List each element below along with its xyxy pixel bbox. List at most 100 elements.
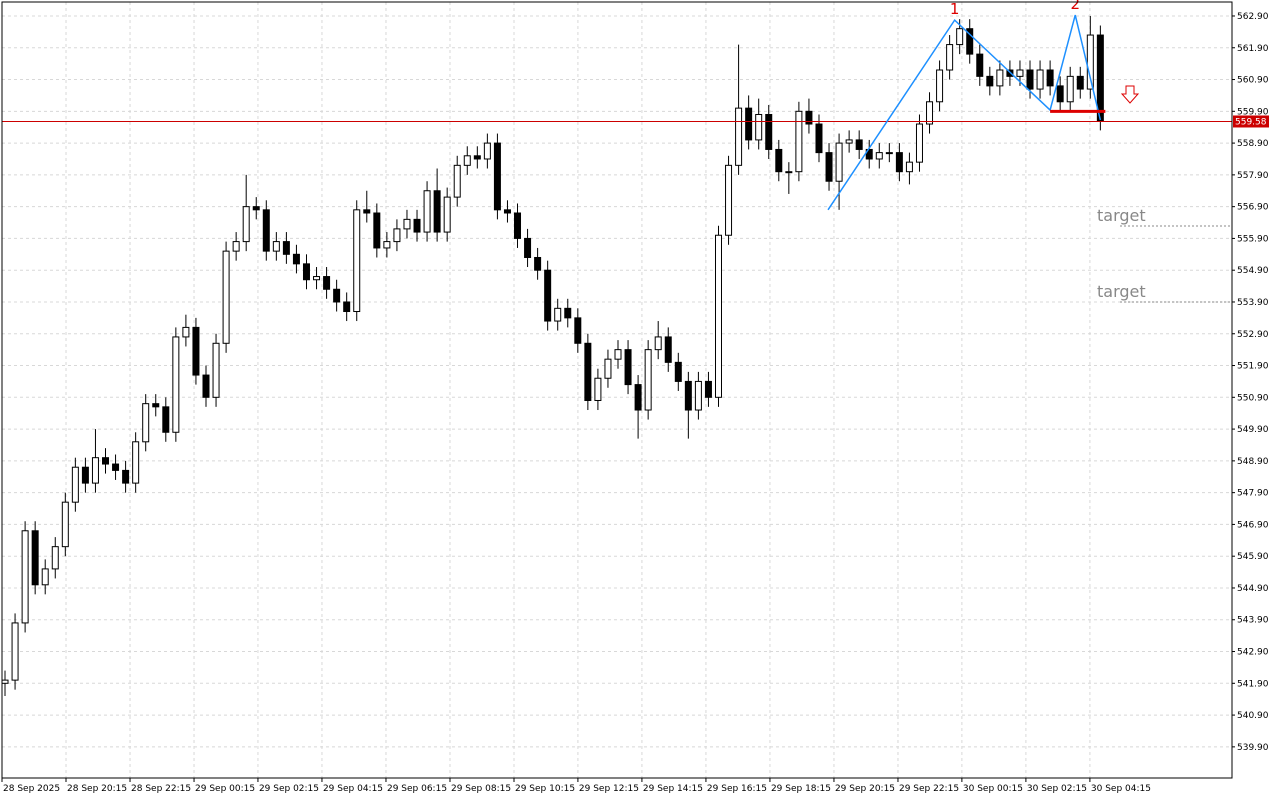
candle-body <box>745 107 753 141</box>
candle-body <box>564 307 572 319</box>
x-tick-label: 30 Sep 04:15 <box>1091 784 1151 794</box>
candle-body <box>684 380 692 411</box>
y-tick-label: 545.90 <box>1237 552 1269 562</box>
y-tick-label: 539.90 <box>1237 743 1269 753</box>
candle-body <box>1036 69 1044 90</box>
target-label: target <box>1097 282 1146 301</box>
y-tick-label: 540.90 <box>1237 711 1269 721</box>
peak-label: 2 <box>1070 0 1080 13</box>
candle-body <box>493 142 501 211</box>
x-tick-label: 30 Sep 02:15 <box>1027 784 1087 794</box>
candle-body <box>222 250 230 344</box>
candle-body <box>252 206 260 211</box>
candle-body <box>905 161 913 173</box>
x-tick-label: 29 Sep 18:15 <box>771 784 831 794</box>
x-tick-label: 29 Sep 22:15 <box>899 784 959 794</box>
x-tick-label: 29 Sep 02:15 <box>259 784 319 794</box>
candle-body <box>644 349 652 411</box>
peak-label: 1 <box>950 0 960 18</box>
candle-body <box>1 679 9 684</box>
candle-body <box>755 113 763 141</box>
x-tick-label: 29 Sep 00:15 <box>195 784 255 794</box>
candle-body <box>433 190 441 233</box>
candle-body <box>664 336 672 363</box>
candle-body <box>302 263 310 281</box>
candle-body <box>996 69 1004 87</box>
candle-body <box>453 164 461 198</box>
y-tick-label: 550.90 <box>1237 393 1269 403</box>
candle-body <box>855 139 863 150</box>
x-tick-label: 28 Sep 22:15 <box>131 784 191 794</box>
candle-body <box>865 148 873 160</box>
candle-body <box>313 276 321 281</box>
candle-body <box>132 441 140 484</box>
y-tick-label: 559.90 <box>1237 107 1269 117</box>
candle-body <box>353 209 361 313</box>
zigzag-line <box>827 14 1102 211</box>
grid <box>2 2 1232 778</box>
plot-border <box>1 1 1233 779</box>
candle-body <box>986 75 994 87</box>
candle-body <box>11 622 19 681</box>
candle-body <box>775 148 783 173</box>
candle-body <box>202 374 210 398</box>
candle-body <box>323 276 331 290</box>
candle-body <box>956 28 964 46</box>
candle-body <box>584 342 592 401</box>
candle-body <box>192 326 200 376</box>
candle-body <box>292 253 300 265</box>
x-tick-label: 29 Sep 20:15 <box>835 784 895 794</box>
candle-body <box>976 53 984 77</box>
candle-body <box>51 546 59 570</box>
y-tick-label: 554.90 <box>1237 266 1269 276</box>
candle-body <box>262 209 270 252</box>
x-tick-label: 28 Sep 20:15 <box>67 784 127 794</box>
candle-body <box>242 206 250 243</box>
candle-body <box>524 237 532 258</box>
candle-body <box>212 342 220 398</box>
candle-body <box>765 113 773 150</box>
candle-body <box>795 110 803 173</box>
candle-body <box>463 155 471 166</box>
candle-body <box>915 123 923 163</box>
y-tick-label: 552.90 <box>1237 330 1269 340</box>
candle-body <box>534 256 542 271</box>
candle-body <box>704 380 712 398</box>
candle-body <box>835 142 843 182</box>
candle-body <box>966 28 974 55</box>
candle-body <box>1056 85 1064 103</box>
candle-body <box>1046 69 1054 87</box>
y-tick-label: 548.90 <box>1237 457 1269 467</box>
candle-body <box>825 152 833 182</box>
x-tick-label: 29 Sep 14:15 <box>643 784 703 794</box>
candle-body <box>936 69 944 103</box>
candle-body <box>182 326 190 338</box>
candle-body <box>393 228 401 243</box>
x-tick-label: 29 Sep 08:15 <box>451 784 511 794</box>
candle-body <box>41 568 49 586</box>
candle-body <box>363 209 371 214</box>
candle-body <box>71 466 79 503</box>
candle-body <box>694 380 702 411</box>
candle-body <box>373 212 381 249</box>
candle-body <box>885 152 893 155</box>
y-tick-label: 544.90 <box>1237 584 1269 594</box>
y-tick-label: 547.90 <box>1237 489 1269 499</box>
candle-body <box>735 107 743 166</box>
candle-body <box>333 288 341 303</box>
candle-body <box>282 241 290 255</box>
candle-body <box>21 530 29 624</box>
candle-body <box>815 123 823 154</box>
x-tick-label: 29 Sep 06:15 <box>387 784 447 794</box>
y-tick-label: 555.90 <box>1237 234 1269 244</box>
candle-body <box>946 44 954 71</box>
candle-body <box>61 501 69 548</box>
candle-body <box>423 190 431 233</box>
current-price-label: 559.58 <box>1235 117 1267 127</box>
plot: 1 2 target target <box>1 0 1232 697</box>
candle-body <box>594 377 602 401</box>
candle-body <box>272 241 280 252</box>
y-tick-label: 561.90 <box>1237 44 1269 54</box>
